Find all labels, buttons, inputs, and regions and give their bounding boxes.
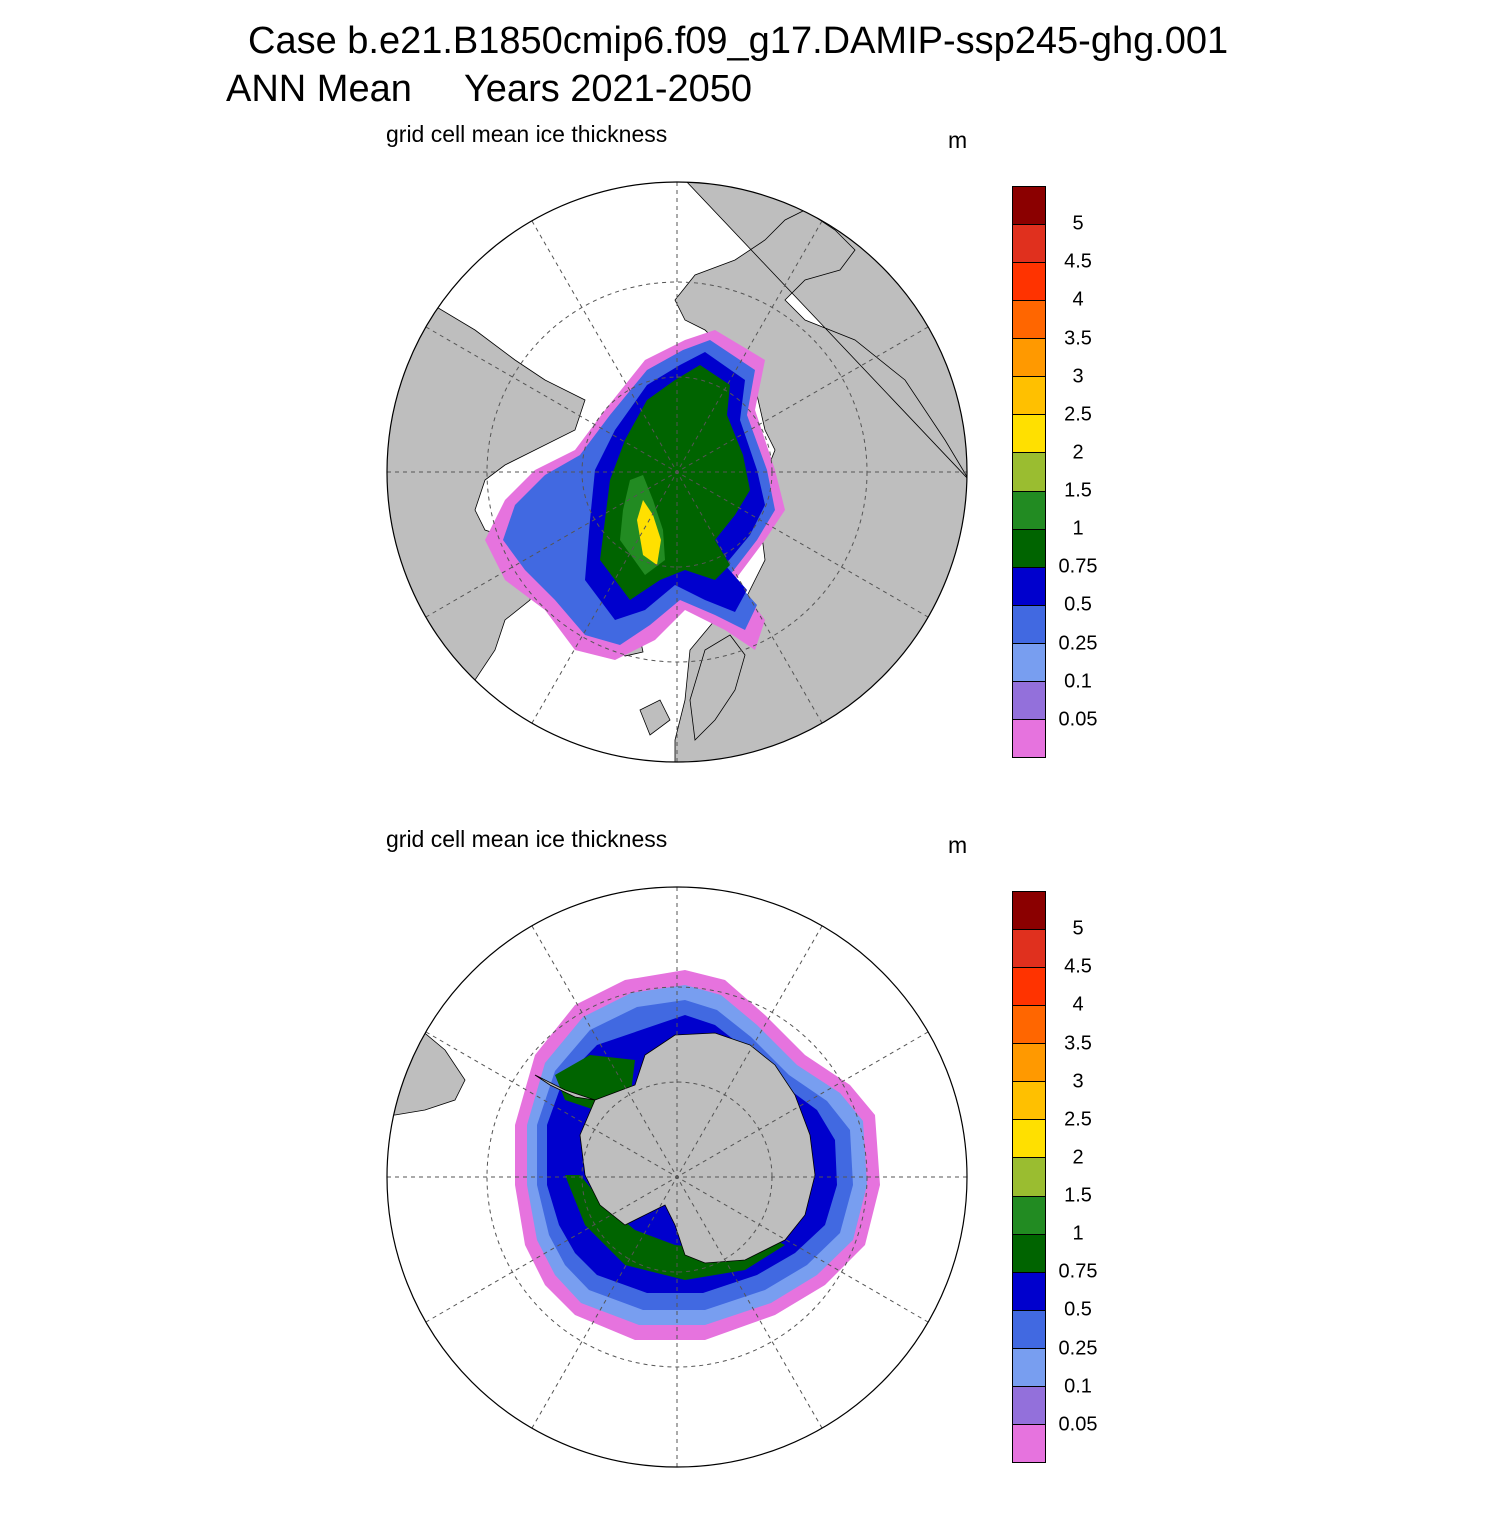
colorbar-tick-label: 2 — [1072, 1146, 1084, 1169]
colorbar-tick-label: 4.5 — [1064, 250, 1092, 273]
colorbar-tick-label: 1 — [1072, 517, 1084, 540]
antarctic-polar-map — [386, 886, 968, 1468]
panel-unit: m — [948, 127, 968, 153]
graticule — [387, 887, 967, 1467]
colorbar-cell — [1013, 642, 1045, 681]
colorbar-labels: 5 4.5 4 3.5 3 2.5 2 1.5 1 0.75 0.5 0.25 0.1 0.05 — [1050, 891, 1110, 1463]
colorbar-tick-label: 0.05 — [1058, 1413, 1098, 1436]
colorbar-tick-label: 5 — [1072, 917, 1084, 940]
colorbar-cell — [1013, 680, 1045, 719]
colorbar-cell — [1013, 187, 1045, 225]
colorbar-tick-label: 0.1 — [1064, 1375, 1092, 1398]
colorbar-cell — [1013, 1157, 1045, 1196]
colorbar-tick-label: 3 — [1072, 1070, 1084, 1093]
colorbar-cell — [1013, 1005, 1045, 1044]
colorbar-cell — [1013, 718, 1045, 757]
colorbar-tick-label: 4 — [1072, 288, 1084, 311]
colorbar-cell — [1013, 1043, 1045, 1082]
ice-band-1 — [555, 1055, 785, 1280]
map-border — [386, 181, 968, 763]
land-scandinavia — [689, 634, 746, 741]
colorbar-tick-label: 4.5 — [1064, 955, 1092, 978]
panel-unit: m — [948, 832, 968, 858]
colorbar — [1012, 186, 1046, 758]
colorbar-cell — [1013, 452, 1045, 491]
colorbar-tick-label: 0.5 — [1064, 593, 1092, 616]
colorbar — [1012, 891, 1046, 1463]
colorbar-cell — [1013, 528, 1045, 567]
map-border — [386, 886, 968, 1468]
panel-title: grid cell mean ice thickness — [386, 121, 668, 147]
colorbar-cell — [1013, 338, 1045, 377]
colorbar-tick-label: 2 — [1072, 441, 1084, 464]
colorbar-tick-label: 3 — [1072, 365, 1084, 388]
land-antarctic-peninsula — [534, 1074, 596, 1101]
colorbar-tick-label: 0.25 — [1058, 1337, 1098, 1360]
colorbar-cell — [1013, 300, 1045, 339]
colorbar-tick-label: 2.5 — [1064, 403, 1092, 426]
colorbar-tick-label: 3.5 — [1064, 1032, 1092, 1055]
colorbar-cell — [1013, 1081, 1045, 1120]
colorbar-tick-label: 5 — [1072, 212, 1084, 235]
colorbar-cell — [1013, 604, 1045, 643]
colorbar-cell — [1013, 1119, 1045, 1158]
colorbar-cell — [1013, 262, 1045, 301]
colorbar-labels: 5 4.5 4 3.5 3 2.5 2 1.5 1 0.75 0.5 0.25 0.1 0.05 — [1050, 186, 1110, 758]
colorbar-tick-label: 1.5 — [1064, 1184, 1092, 1207]
colorbar-cell — [1013, 1385, 1045, 1424]
ice-band-2.5 — [637, 500, 661, 565]
colorbar-tick-label: 3.5 — [1064, 327, 1092, 350]
land-antarctica — [579, 1032, 816, 1264]
colorbar-cell — [1013, 1309, 1045, 1348]
colorbar-tick-label: 0.1 — [1064, 670, 1092, 693]
panel-arctic: grid cell mean ice thickness m — [0, 110, 1500, 815]
colorbar-tick-label: 0.05 — [1058, 708, 1098, 731]
colorbar-cell — [1013, 224, 1045, 263]
panel-title: grid cell mean ice thickness — [386, 826, 668, 852]
graticule — [387, 182, 967, 762]
colorbar-cell — [1013, 1271, 1045, 1310]
arctic-polar-map — [386, 181, 968, 763]
colorbar-tick-label: 4 — [1072, 993, 1084, 1016]
colorbar-cell — [1013, 566, 1045, 605]
figure-title-period: ANN Mean Years 2021-2050 — [226, 68, 753, 110]
colorbar-cell — [1013, 929, 1045, 968]
colorbar-tick-label: 1.5 — [1064, 479, 1092, 502]
colorbar-cell — [1013, 1233, 1045, 1272]
colorbar-cell — [1013, 967, 1045, 1006]
colorbar-cell — [1013, 892, 1045, 930]
colorbar-tick-label: 0.75 — [1058, 1260, 1098, 1283]
colorbar-tick-label: 0.25 — [1058, 632, 1098, 655]
colorbar-cell — [1013, 490, 1045, 529]
colorbar-cell — [1013, 1423, 1045, 1462]
colorbar-cell — [1013, 1347, 1045, 1386]
colorbar-tick-label: 0.75 — [1058, 555, 1098, 578]
colorbar-cell — [1013, 414, 1045, 453]
colorbar-cell — [1013, 1195, 1045, 1234]
panel-antarctic: grid cell mean ice thickness m — [0, 815, 1500, 1520]
figure-title-case: Case b.e21.B1850cmip6.f09_g17.DAMIP-ssp2… — [248, 20, 1229, 62]
colorbar-cell — [1013, 376, 1045, 415]
colorbar-tick-label: 1 — [1072, 1222, 1084, 1245]
colorbar-tick-label: 2.5 — [1064, 1108, 1092, 1131]
colorbar-tick-label: 0.5 — [1064, 1298, 1092, 1321]
